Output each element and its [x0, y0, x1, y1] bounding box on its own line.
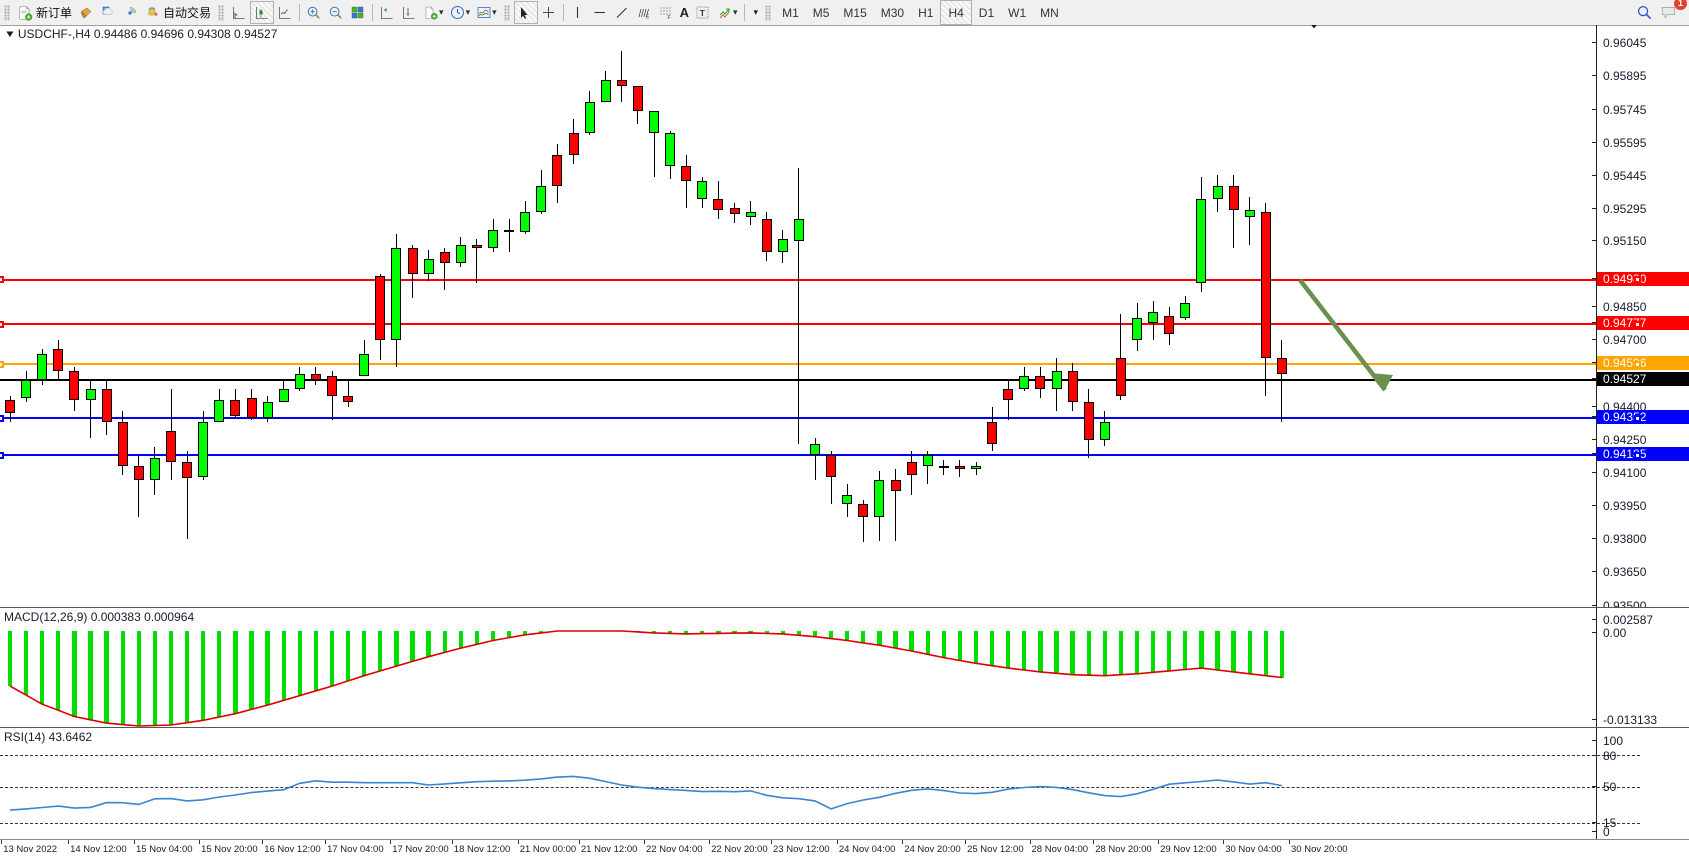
svg-text:F: F [667, 15, 670, 21]
svg-text:E: E [646, 14, 650, 20]
svg-text:T: T [700, 8, 706, 18]
